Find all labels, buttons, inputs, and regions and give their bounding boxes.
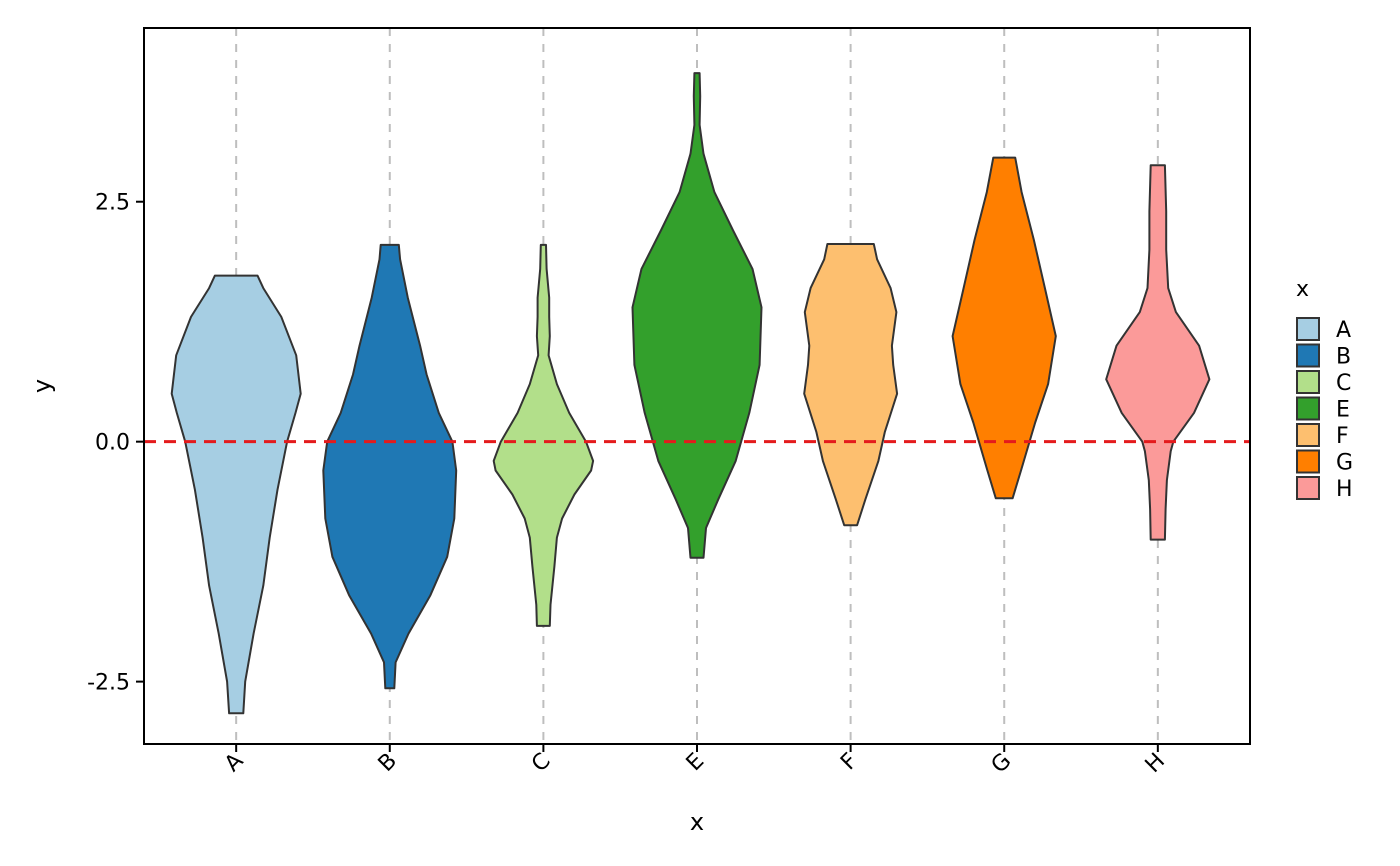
- legend-title: x: [1296, 277, 1309, 302]
- violin-E: [631, 72, 763, 559]
- x-axis-title: x: [690, 808, 704, 836]
- violins: [170, 72, 1211, 715]
- legend-label-B: B: [1336, 345, 1351, 370]
- violin-A: [170, 274, 302, 715]
- violin-C: [492, 243, 595, 627]
- violin-B: [322, 243, 458, 690]
- y-tick-label: -2.5: [87, 671, 130, 696]
- legend-label-A: A: [1336, 318, 1351, 343]
- legend-swatch-H: [1296, 476, 1320, 500]
- violin-H: [1105, 164, 1211, 541]
- legend-swatch-C: [1296, 370, 1320, 394]
- legend-swatch-B: [1296, 343, 1320, 368]
- legend-swatch-F: [1296, 423, 1320, 447]
- y-tick-label: 0.0: [95, 431, 130, 456]
- y-axis: -2.5 0.0 2.5: [87, 191, 144, 696]
- y-axis-title: y: [28, 379, 56, 393]
- violin-G: [951, 156, 1057, 500]
- legend-label-G: G: [1336, 451, 1353, 476]
- legend-swatch-E: [1296, 396, 1320, 421]
- violin-F: [803, 243, 899, 527]
- legend-label-H: H: [1336, 477, 1353, 502]
- legend-label-E: E: [1336, 398, 1350, 423]
- legend-label-F: F: [1336, 424, 1349, 449]
- y-tick-label: 2.5: [95, 191, 130, 216]
- legend-label-C: C: [1336, 371, 1351, 396]
- legend-swatch-G: [1296, 449, 1320, 474]
- legend-swatch-A: [1296, 317, 1320, 341]
